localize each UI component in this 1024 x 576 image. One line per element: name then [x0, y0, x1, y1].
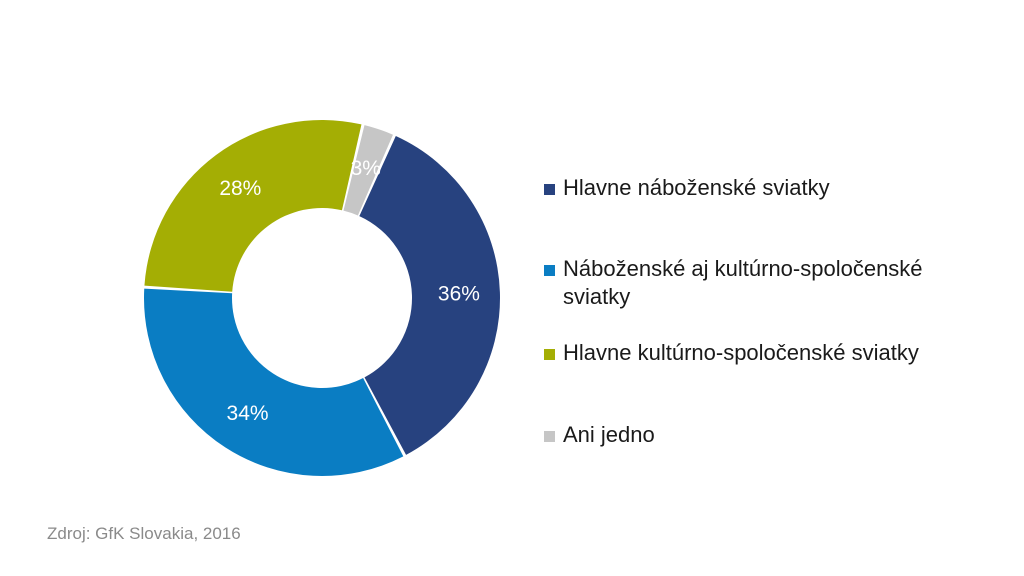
legend-item-hlavne-nabozenske: Hlavne náboženské sviatky — [544, 174, 973, 202]
donut-slice-2 — [144, 119, 362, 292]
legend-item-ani-jedno: Ani jedno — [544, 421, 973, 449]
slice-value-label: 34% — [227, 402, 269, 425]
legend-label: Ani jedno — [563, 422, 655, 447]
donut-slices — [144, 119, 501, 476]
legend-swatch — [544, 349, 555, 360]
legend-swatch — [544, 184, 555, 195]
donut-slice-3 — [343, 125, 393, 216]
donut-slice-labels: 36% 34% 28% 3% — [219, 157, 480, 425]
slice-value-label: 3% — [351, 157, 381, 180]
legend-label: Hlavne kultúrno-spoločenské sviatky — [563, 340, 919, 365]
legend-item-nabozenske-aj-kulturno: Náboženské aj kultúrno-spoločenské sviat… — [544, 255, 973, 311]
donut-slice-0 — [359, 136, 501, 455]
source-note: Zdroj: GfK Slovakia, 2016 — [47, 524, 241, 543]
legend-item-hlavne-kulturno: Hlavne kultúrno-spoločenské sviatky — [544, 339, 973, 367]
legend-label: Hlavne náboženské sviatky — [563, 175, 830, 200]
legend-swatch — [544, 431, 555, 442]
donut-slice-1 — [144, 288, 404, 476]
slice-value-label: 36% — [438, 283, 480, 306]
slice-value-label: 28% — [219, 177, 261, 200]
legend-label: Náboženské aj kultúrno-spoločenské sviat… — [563, 256, 923, 309]
legend-swatch — [544, 265, 555, 276]
